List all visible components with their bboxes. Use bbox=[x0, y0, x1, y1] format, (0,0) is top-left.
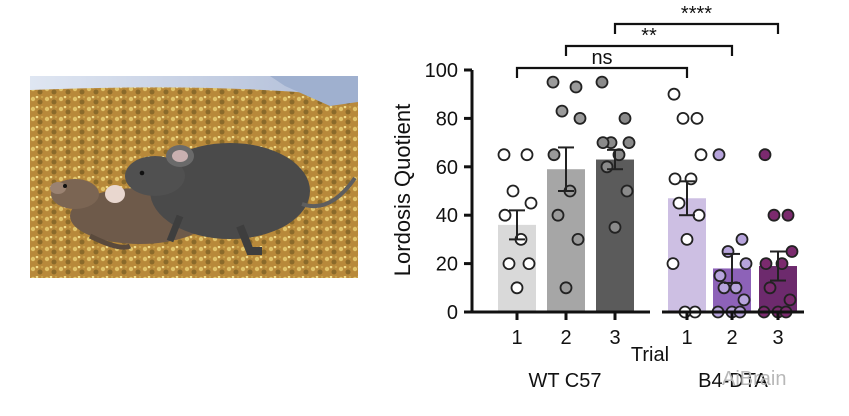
data-point bbox=[783, 293, 797, 307]
data-point bbox=[781, 208, 795, 222]
data-point bbox=[767, 208, 781, 222]
y-axis: 0 20 40 60 80 100 bbox=[425, 60, 474, 324]
y-axis-label: Lordosis Quotient bbox=[390, 104, 415, 276]
significance-label: **** bbox=[681, 3, 712, 25]
data-point bbox=[510, 281, 524, 295]
data-points bbox=[497, 75, 799, 319]
data-point bbox=[620, 184, 634, 198]
data-point bbox=[622, 136, 636, 150]
x-tick-label: 2 bbox=[726, 327, 737, 349]
data-point bbox=[735, 232, 749, 246]
data-point bbox=[520, 148, 534, 162]
mice-illustration bbox=[30, 76, 358, 278]
data-point bbox=[785, 245, 799, 258]
significance-bracket bbox=[564, 44, 734, 56]
data-point bbox=[676, 112, 690, 125]
x-tick-label: 1 bbox=[511, 327, 522, 349]
group-label-wt-c57: WT C57 bbox=[529, 370, 602, 392]
data-point bbox=[739, 257, 753, 271]
data-point bbox=[713, 269, 727, 283]
error-bars bbox=[509, 146, 786, 284]
significance-label: ** bbox=[641, 25, 657, 47]
data-point bbox=[690, 112, 704, 125]
y-tick-label: 100 bbox=[425, 60, 458, 82]
data-point bbox=[502, 257, 516, 271]
data-point bbox=[712, 148, 726, 162]
data-point bbox=[559, 281, 573, 295]
data-point bbox=[775, 257, 789, 271]
data-point bbox=[600, 160, 614, 174]
data-point bbox=[551, 208, 565, 222]
watermark: AiBrain bbox=[722, 368, 787, 390]
data-point bbox=[498, 208, 512, 222]
data-point bbox=[547, 148, 561, 162]
y-tick-label: 40 bbox=[436, 205, 458, 227]
data-point bbox=[763, 281, 777, 295]
x-tick-label: 1 bbox=[681, 327, 692, 349]
data-point bbox=[522, 257, 536, 271]
data-point bbox=[608, 220, 622, 234]
y-tick-label: 80 bbox=[436, 108, 458, 130]
significance-bracket bbox=[515, 66, 689, 78]
data-point bbox=[524, 196, 538, 210]
data-point bbox=[573, 112, 587, 125]
data-point bbox=[571, 232, 585, 246]
significance-label: ns bbox=[591, 47, 612, 69]
data-point bbox=[596, 136, 610, 150]
data-point bbox=[506, 184, 520, 198]
data-point bbox=[668, 172, 682, 186]
data-point bbox=[672, 196, 686, 210]
y-tick-label: 60 bbox=[436, 157, 458, 179]
data-point bbox=[546, 75, 560, 89]
x-axis-label: Trial bbox=[631, 344, 669, 366]
x-axis: 1 2 3 1 2 3 bbox=[472, 310, 804, 349]
y-tick-label: 20 bbox=[436, 254, 458, 276]
data-point bbox=[737, 293, 751, 307]
bars bbox=[498, 159, 797, 312]
data-point bbox=[680, 232, 694, 246]
x-tick-label: 2 bbox=[560, 327, 571, 349]
data-point bbox=[694, 148, 708, 162]
y-tick-label: 0 bbox=[447, 302, 458, 324]
data-point bbox=[692, 208, 706, 222]
data-point bbox=[555, 104, 569, 118]
data-point bbox=[595, 75, 609, 89]
x-tick-label: 3 bbox=[772, 327, 783, 349]
data-point bbox=[569, 80, 583, 94]
data-point bbox=[667, 87, 681, 101]
significance-bracket bbox=[613, 22, 780, 34]
data-point bbox=[666, 257, 680, 271]
group-label-b4-dta: B4-DTA bbox=[698, 370, 768, 392]
significance-annotations: ns****** bbox=[515, 3, 780, 78]
x-tick-label: 3 bbox=[609, 327, 620, 349]
data-point bbox=[497, 148, 511, 162]
data-point bbox=[758, 148, 772, 162]
data-point bbox=[759, 257, 773, 271]
upper-mouse bbox=[125, 143, 357, 255]
bar bbox=[596, 159, 634, 312]
data-point bbox=[618, 112, 632, 125]
